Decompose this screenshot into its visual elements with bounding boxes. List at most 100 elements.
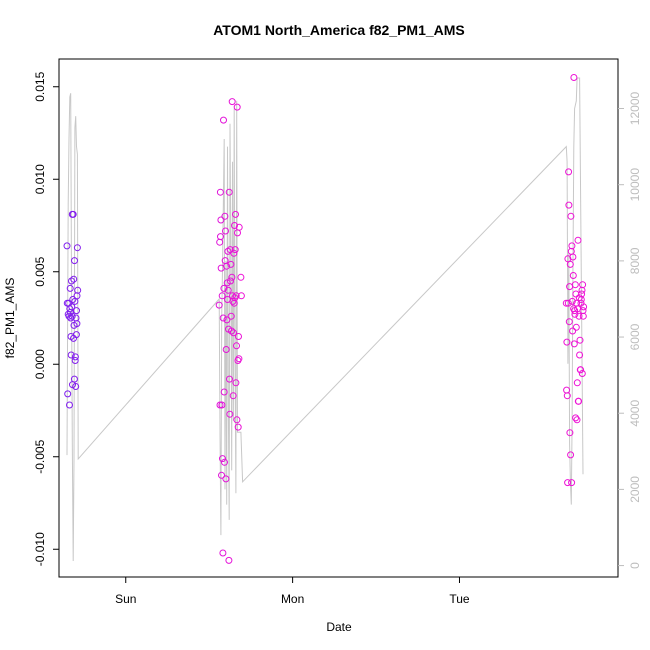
data-point [71, 357, 79, 364]
data-point [570, 74, 578, 81]
data-point [232, 292, 240, 300]
series-line [66, 77, 584, 562]
data-point [228, 98, 236, 106]
y2-tick-label: 8000 [628, 247, 642, 274]
data-point [233, 416, 241, 424]
data-point [230, 249, 238, 257]
data-point [68, 312, 76, 320]
data-point [218, 471, 225, 479]
data-point [576, 336, 584, 344]
data-point [229, 392, 237, 400]
data-point [564, 479, 572, 487]
data-point [216, 401, 224, 409]
data-point [231, 294, 239, 302]
data-point [222, 346, 230, 353]
data-point [571, 310, 579, 318]
y2-tick-label: 10000 [628, 168, 642, 202]
data-point [226, 375, 233, 383]
data-point [73, 307, 80, 315]
data-point [222, 227, 229, 235]
y-axis-label: f82_PM1_AMS [3, 278, 17, 359]
data-point [221, 212, 229, 220]
y2-tick-label: 6000 [628, 323, 642, 350]
data-point [71, 353, 79, 361]
data-point [215, 301, 223, 309]
y2-tick-label: 12000 [628, 92, 642, 126]
data-point [219, 455, 226, 463]
data-point [70, 375, 78, 383]
data-point [231, 246, 239, 254]
data-point [235, 333, 242, 340]
data-point [232, 379, 240, 387]
data-point [225, 556, 233, 564]
data-point [68, 277, 75, 285]
x-tick-label: Sun [115, 592, 136, 606]
y-axis-right: 0 2000 4000 6000 8000 10000 12000 [618, 92, 642, 569]
data-point [568, 479, 576, 487]
data-point [72, 383, 80, 390]
data-point [235, 355, 243, 363]
plot-frame [58, 58, 619, 578]
data-point [219, 314, 227, 322]
data-point [223, 316, 231, 324]
data-point [568, 242, 576, 250]
data-point [227, 260, 235, 268]
data-point [569, 272, 577, 279]
data-point [224, 247, 232, 255]
data-point [578, 370, 586, 377]
data-point [578, 286, 586, 294]
data-point [567, 212, 575, 220]
y-tick-label: 0.005 [33, 256, 47, 286]
data-point [233, 103, 241, 111]
data-point [573, 379, 581, 387]
data-point [69, 296, 77, 303]
data-point [68, 303, 76, 311]
data-point [225, 188, 233, 196]
y2-tick-label: 2000 [628, 476, 642, 503]
y-tick-label: -0.005 [33, 439, 47, 473]
data-point [565, 168, 573, 176]
data-point [229, 297, 237, 305]
x-tick-label: Tue [449, 592, 470, 606]
data-point [216, 238, 224, 246]
data-point [226, 410, 234, 418]
data-point [234, 423, 242, 431]
data-point [218, 292, 226, 300]
x-axis: Sun Mon Tue [115, 577, 470, 606]
data-point [67, 314, 75, 322]
data-point [565, 318, 573, 326]
y-axis-left: -0.010 -0.005 0.000 0.005 0.010 0.015 [33, 71, 59, 566]
data-point [216, 188, 224, 196]
data-point [222, 475, 230, 483]
data-point [217, 233, 224, 241]
data-point [67, 351, 75, 359]
data-point [568, 297, 576, 305]
data-point [571, 281, 579, 289]
data-point [220, 388, 228, 396]
data-point [570, 340, 578, 348]
data-point [580, 303, 588, 311]
data-point [563, 392, 571, 400]
data-point [73, 244, 81, 252]
data-point [569, 253, 577, 261]
x-tick-label: Mon [281, 592, 304, 606]
data-point [220, 116, 227, 124]
data-point [228, 273, 236, 281]
data-point [66, 284, 74, 292]
data-point [223, 262, 230, 270]
data-point [226, 246, 234, 254]
data-point [572, 414, 580, 422]
data-point [64, 390, 72, 398]
data-point [63, 242, 71, 250]
data-point [567, 451, 575, 459]
data-point [563, 386, 571, 394]
data-point [228, 327, 235, 335]
data-point [73, 320, 81, 328]
y-tick-label: 0.015 [33, 71, 47, 101]
data-point [224, 286, 232, 294]
data-point [70, 275, 78, 283]
y-tick-label: 0.010 [33, 164, 47, 194]
data-point [71, 257, 78, 265]
data-point [574, 236, 582, 244]
